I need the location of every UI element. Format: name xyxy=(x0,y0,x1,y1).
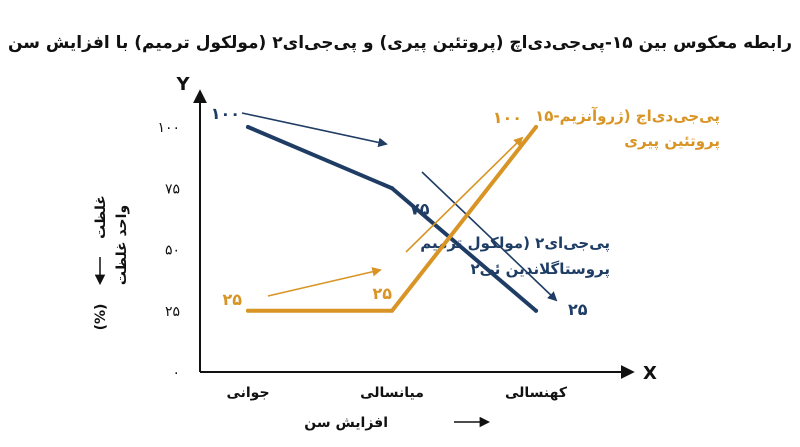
guide-arrow xyxy=(241,112,388,148)
data-point xyxy=(390,308,394,313)
x-category-label: کهنسالی xyxy=(505,385,568,401)
y-axis-title: واحد غلظت غلظت (%) xyxy=(93,195,130,330)
y-tick-label: ۷۵ xyxy=(165,181,180,197)
x-axis-letter: X xyxy=(643,363,657,384)
data-label: ۷۵ xyxy=(410,199,430,218)
y-tick-label: ۰ xyxy=(172,365,180,381)
x-axis-title: افزایش سن xyxy=(304,415,388,431)
x-category-label: میانسالی xyxy=(360,385,424,401)
y-axis-title-word: غلظت xyxy=(93,195,109,239)
y-ticks: ۰ ۲۵ ۵۰ ۷۵ ۱۰۰ xyxy=(157,120,180,381)
data-label: ۲۵ xyxy=(372,284,392,303)
series-name-line1: پی‌جی‌ای۲ (مولکول ترمیم xyxy=(420,234,610,253)
guide-arrow xyxy=(267,267,382,297)
series-line xyxy=(246,125,538,313)
x-categories: جوانی میانسالی کهنسالی xyxy=(226,385,567,401)
y-axis-title-unit: (%) xyxy=(93,304,109,331)
data-point xyxy=(246,308,250,313)
x-category-label: جوانی xyxy=(226,385,269,401)
data-point xyxy=(390,186,394,191)
series-2: ۲۵ ۲۵ ۱۰۰ ۱۵-پی‌جی‌دی‌اچ (ژروآنزیم پروتئین پ… xyxy=(222,107,720,313)
data-point xyxy=(246,125,250,129)
series-1: ۱۰۰ ۷۵ ۲۵ پی‌جی‌ای۲ (مولکول ترمیم پروستاگلان… xyxy=(211,104,610,319)
guide-arrow xyxy=(421,171,558,302)
data-point xyxy=(534,125,538,129)
data-label: ۲۵ xyxy=(568,300,588,319)
data-label: ۱۰۰ xyxy=(493,108,522,127)
y-tick-label: ۲۵ xyxy=(165,304,180,320)
series-layer: ۱۰۰ ۷۵ ۲۵ پی‌جی‌ای۲ (مولکول ترمیم پروستاگلان… xyxy=(211,104,720,319)
data-label: ۲۵ xyxy=(222,290,242,309)
series-name-line1: ۱۵-پی‌جی‌دی‌اچ (ژروآنزیم xyxy=(535,107,720,126)
guide-arrow xyxy=(405,136,524,253)
y-tick-label: ۵۰ xyxy=(165,243,180,259)
y-axis-title-line1: واحد غلظت xyxy=(114,205,130,285)
y-axis-letter: Y xyxy=(175,74,190,95)
chart-title: رابطه معکوس بین ۱۵-پی‌جی‌دی‌اچ (پروتئین … xyxy=(8,33,792,53)
y-tick-label: ۱۰۰ xyxy=(157,120,180,136)
series-name-line2: پروتئین پیری xyxy=(624,132,720,151)
series-name-line2: پروستاگلاندین ئی۲ xyxy=(470,260,610,279)
data-point xyxy=(534,308,538,313)
series-line xyxy=(246,125,538,313)
data-label: ۱۰۰ xyxy=(211,104,240,123)
